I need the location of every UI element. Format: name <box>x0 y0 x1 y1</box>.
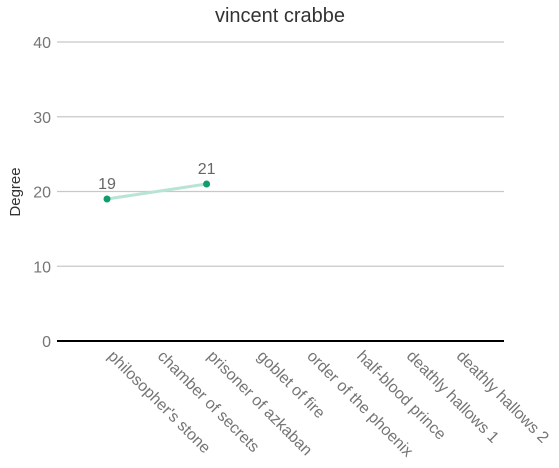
chart-title: vincent crabbe <box>215 5 345 27</box>
gridlines <box>57 41 504 342</box>
series-line <box>105 182 209 201</box>
y-tick-label: 30 <box>33 110 51 127</box>
y-tick-label: 10 <box>33 259 51 276</box>
x-tick-label: half-blood prince <box>353 348 449 444</box>
y-axis-label: Degree <box>7 167 24 216</box>
y-tick-label: 20 <box>33 185 51 202</box>
x-tick-label: deathly hallows 1 <box>403 348 502 447</box>
series-layer <box>103 180 211 203</box>
y-tick-label: 40 <box>33 35 51 52</box>
y-tick-label: 0 <box>42 334 51 351</box>
data-label: 19 <box>98 176 116 193</box>
x-tick-label: deathly hallows 2 <box>453 348 552 447</box>
data-label: 21 <box>198 161 216 178</box>
y-tick-labels: 0 10 20 30 40 <box>33 35 51 351</box>
data-point <box>203 180 211 188</box>
data-point <box>103 195 111 203</box>
